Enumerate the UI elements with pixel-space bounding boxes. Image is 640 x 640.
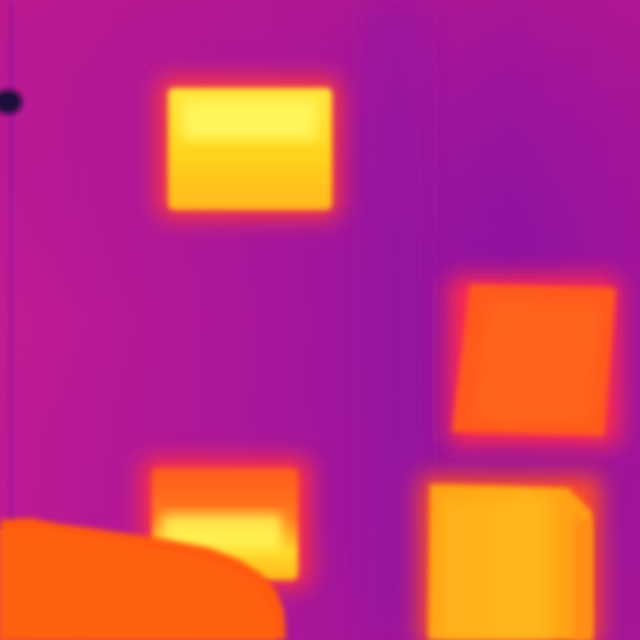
window-top xyxy=(158,78,340,218)
foreground-object xyxy=(0,518,286,640)
cold-spot xyxy=(0,90,22,114)
door-panel xyxy=(420,476,600,640)
left-edge-seam xyxy=(8,0,14,640)
window-right xyxy=(448,276,620,446)
wall-pillar xyxy=(360,0,430,640)
